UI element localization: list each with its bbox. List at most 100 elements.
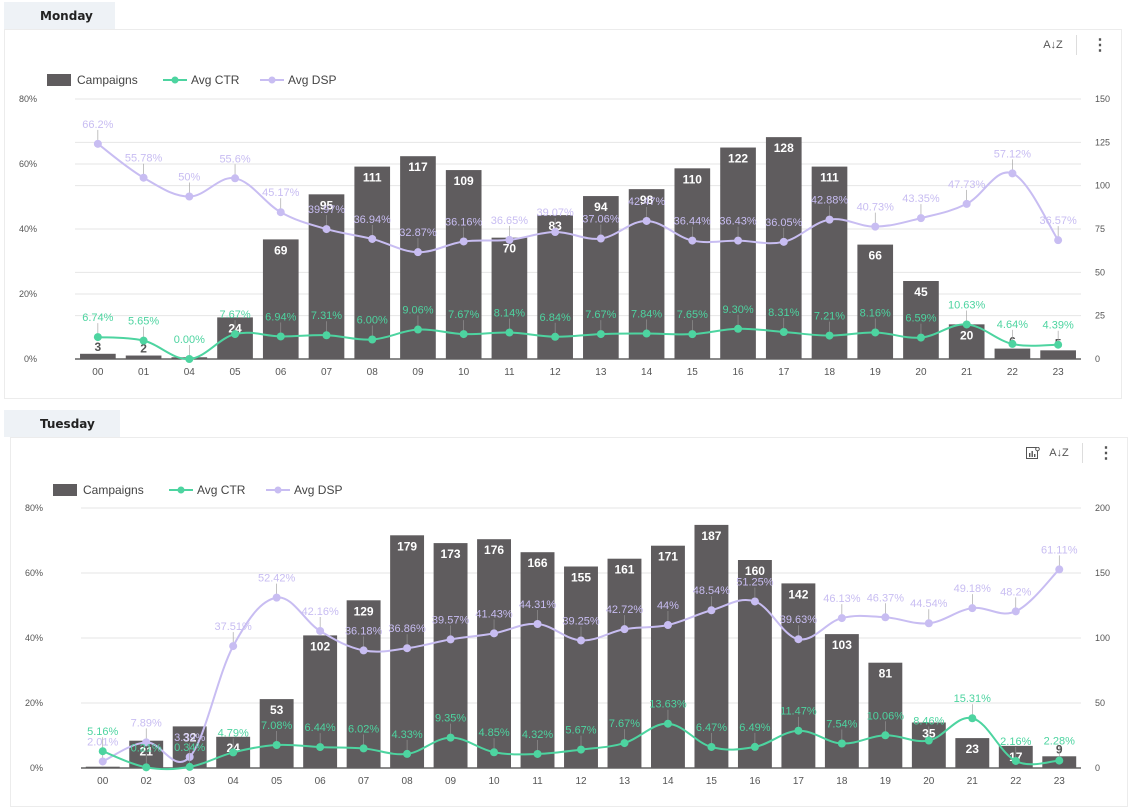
data-point[interactable] [359,646,368,655]
data-point[interactable] [881,731,890,740]
data-point[interactable] [663,719,672,728]
data-point[interactable] [962,199,971,208]
data-point[interactable] [413,325,422,334]
data-point[interactable] [825,215,834,224]
data-point[interactable] [794,635,803,644]
data-point[interactable] [596,234,605,243]
data-point[interactable] [276,208,285,217]
data-point[interactable] [688,236,697,245]
bar[interactable] [955,738,990,768]
data-point[interactable] [459,330,468,339]
data-point[interactable] [916,214,925,223]
data-point[interactable] [142,738,151,747]
data-point[interactable] [1055,756,1064,765]
data-point[interactable] [881,613,890,622]
data-point[interactable] [663,621,672,629]
data-point[interactable] [93,139,102,148]
data-point[interactable] [185,192,194,201]
data-point[interactable] [642,216,651,225]
data-point[interactable] [231,174,240,183]
bar[interactable] [824,634,859,768]
data-point[interactable] [734,324,743,333]
data-point[interactable] [368,234,377,243]
data-point[interactable] [968,604,977,613]
data-point[interactable] [825,331,834,340]
sort-az-icon[interactable]: A↓Z [1049,447,1069,459]
bar[interactable] [948,324,985,359]
data-point[interactable] [505,235,514,244]
data-point[interactable] [707,742,716,751]
tab-tuesday[interactable]: Tuesday [4,410,120,437]
data-point[interactable] [185,355,194,363]
data-point[interactable] [924,736,933,745]
data-point[interactable] [272,740,281,749]
data-point[interactable] [620,739,629,748]
data-point[interactable] [446,635,455,644]
data-point[interactable] [98,747,107,756]
data-point[interactable] [403,749,412,758]
data-point[interactable] [322,225,331,234]
data-point[interactable] [368,335,377,344]
data-point[interactable] [142,763,151,772]
data-point[interactable] [968,714,977,723]
data-point[interactable] [533,749,542,758]
data-point[interactable] [779,237,788,246]
data-point[interactable] [139,336,148,345]
data-point[interactable] [229,642,238,651]
data-point[interactable] [551,332,560,341]
bar[interactable] [781,583,816,768]
tab-monday[interactable]: Monday [4,2,115,29]
data-point[interactable] [1054,340,1063,349]
bar[interactable] [125,355,162,359]
data-point[interactable] [98,757,107,766]
bar[interactable] [857,244,894,359]
data-point[interactable] [231,330,240,339]
data-point[interactable] [322,331,331,340]
bar[interactable] [903,281,939,359]
data-point[interactable] [490,748,499,757]
bar[interactable] [491,237,528,359]
data-point[interactable] [734,236,743,245]
data-point[interactable] [490,629,499,638]
data-point[interactable] [93,333,102,342]
more-options-icon[interactable]: ⋮ [1098,445,1114,462]
data-point[interactable] [316,626,325,635]
data-point[interactable] [505,328,514,337]
data-point[interactable] [620,625,629,634]
bar[interactable] [994,348,1031,359]
data-point[interactable] [459,237,468,246]
data-point[interactable] [794,726,803,735]
data-point[interactable] [871,222,880,231]
bar[interactable] [520,552,555,768]
data-point[interactable] [837,614,846,623]
data-point[interactable] [1008,339,1017,348]
data-point[interactable] [446,733,455,742]
data-point[interactable] [750,742,759,751]
data-point[interactable] [1008,169,1017,178]
bar[interactable] [1040,350,1076,359]
data-point[interactable] [551,228,560,237]
bar[interactable] [477,539,511,768]
data-point[interactable] [837,739,846,748]
bar[interactable] [868,662,903,768]
bar[interactable] [564,566,598,769]
data-point[interactable] [229,748,238,757]
data-point[interactable] [596,330,605,339]
data-point[interactable] [688,330,697,339]
data-point[interactable] [413,248,422,257]
data-point[interactable] [185,762,194,771]
data-point[interactable] [1055,565,1064,574]
data-point[interactable] [707,606,716,615]
data-point[interactable] [276,332,285,341]
bar[interactable] [651,545,685,768]
data-point[interactable] [272,593,281,602]
data-point[interactable] [1011,756,1020,765]
data-point[interactable] [139,173,148,182]
data-point[interactable] [316,743,325,752]
data-point[interactable] [1054,236,1063,245]
data-point[interactable] [403,644,412,653]
bar[interactable] [85,766,120,768]
data-point[interactable] [577,636,585,645]
sort-az-icon[interactable]: A↓Z [1043,39,1063,51]
data-point[interactable] [916,333,925,342]
